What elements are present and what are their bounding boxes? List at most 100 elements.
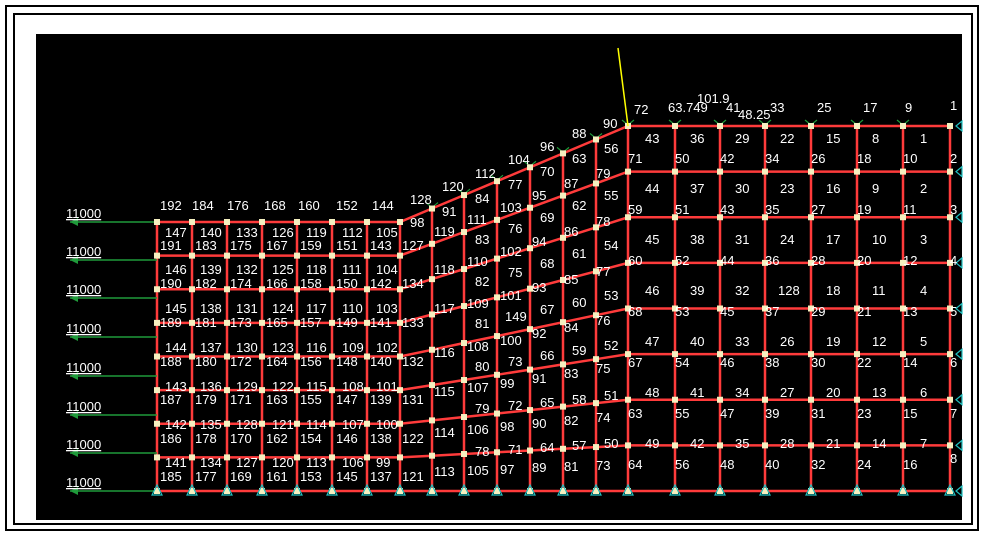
mesh-node (461, 488, 467, 494)
mesh-node (762, 123, 768, 129)
mesh-node (808, 351, 814, 358)
top-node-label: 1 (950, 98, 957, 113)
support-triangle (590, 483, 602, 496)
slope-cell-label: 79 (475, 401, 489, 416)
mesh-node (900, 351, 906, 358)
mesh-node (808, 123, 814, 129)
load-arrow-head (70, 333, 78, 341)
mesh-node (762, 488, 768, 494)
mesh-node (672, 168, 678, 175)
support-triangle (291, 483, 303, 496)
left-cell-label: 151 (336, 238, 358, 253)
cell-label: 22 (857, 355, 871, 370)
support-triangle (897, 483, 909, 496)
top-node-label: 101.9 (697, 91, 730, 106)
left-cell-label: 131 (402, 392, 424, 407)
left-cell-label: 162 (266, 431, 288, 446)
mesh-node (494, 294, 500, 301)
cell-label: 23 (780, 181, 794, 196)
slope-cell-label: 82 (564, 413, 578, 428)
slope-cell-label: 81 (475, 316, 489, 331)
load-value: 11000 (66, 437, 101, 452)
slope-cell-label: 84 (475, 191, 489, 206)
left-cell-label: 174 (230, 276, 252, 291)
mesh-node (154, 420, 160, 427)
left-cell-label: 126 (272, 225, 294, 240)
support-triangle-side (955, 439, 963, 452)
cell-label: 5 (920, 334, 927, 349)
mesh-node (900, 214, 906, 221)
top-node-label: 90 (603, 116, 617, 131)
cell-label: 8 (950, 451, 957, 466)
left-cell-label: 134 (200, 455, 222, 470)
slope-cell-label: 116 (434, 345, 455, 360)
cell-label: 13 (903, 304, 917, 319)
mesh-node (397, 252, 403, 259)
cell-label: 6 (920, 385, 927, 400)
slope-cell-label: 69 (540, 210, 554, 225)
top-node-label: 184 (192, 198, 214, 213)
mesh-node (259, 319, 265, 326)
mesh-node (527, 164, 533, 171)
mesh-node (189, 454, 195, 461)
slope-cell-label: 117 (434, 301, 455, 316)
mesh-node (900, 442, 906, 449)
slope-cell-label: 60 (572, 295, 586, 310)
mesh-node (947, 442, 953, 449)
mesh-node (494, 216, 500, 223)
cell-label: 44 (645, 181, 659, 196)
slope-cell-label: 63 (572, 151, 586, 166)
support-triangle-side (955, 256, 963, 270)
slope-cell-label: 93 (532, 280, 546, 295)
mesh-node (947, 305, 953, 312)
cell-label: 45 (645, 232, 659, 247)
mesh-node (259, 420, 265, 427)
mesh-node (429, 346, 435, 353)
left-cell-label: 146 (336, 431, 358, 446)
left-cell-label: 154 (300, 431, 322, 446)
mesh-node (762, 442, 768, 449)
mesh-node (900, 488, 906, 494)
slope-cell-label: 65 (540, 395, 554, 410)
mesh-node (461, 414, 467, 421)
cell-label: 16 (826, 181, 840, 196)
cell-label: 15 (903, 406, 917, 421)
mesh-node (900, 396, 906, 403)
mesh-node (154, 454, 160, 461)
load-value: 11000 (66, 360, 101, 375)
support-triangle (326, 483, 338, 496)
cell-label: 47 (720, 406, 734, 421)
mesh-node (397, 387, 403, 394)
cell-label: 34 (735, 385, 749, 400)
left-cell-label: 122 (272, 379, 294, 394)
cell-label: 26 (780, 334, 794, 349)
cell-label: 30 (811, 355, 825, 370)
cell-label: 28 (780, 436, 794, 451)
cell-label: 8 (872, 131, 879, 146)
load-arrow-head (70, 487, 78, 495)
slope-cell-label: 83 (564, 366, 578, 381)
mesh-node (808, 305, 814, 312)
load-value: 11000 (66, 321, 101, 336)
cell-label: 28 (811, 253, 825, 268)
slope-cell-label: 115 (434, 384, 455, 399)
cell-label: 36 (765, 253, 779, 268)
slope-cell-label: 82 (475, 274, 489, 289)
slope-cell-label: 87 (564, 176, 578, 191)
mesh-node (189, 387, 195, 394)
mesh-node (625, 168, 631, 175)
left-cell-label: 122 (402, 431, 424, 446)
mesh-node (154, 488, 160, 494)
mesh-node (224, 252, 230, 259)
mesh-node (364, 353, 370, 360)
mesh-node (189, 219, 195, 225)
mesh-node (762, 351, 768, 358)
mesh-node (364, 252, 370, 259)
mesh-node (364, 420, 370, 427)
support-triangle (256, 483, 268, 496)
support-triangle (557, 483, 569, 496)
support-triangle (759, 483, 771, 496)
mesh-node (593, 488, 599, 494)
support-triangle-side (955, 165, 963, 178)
